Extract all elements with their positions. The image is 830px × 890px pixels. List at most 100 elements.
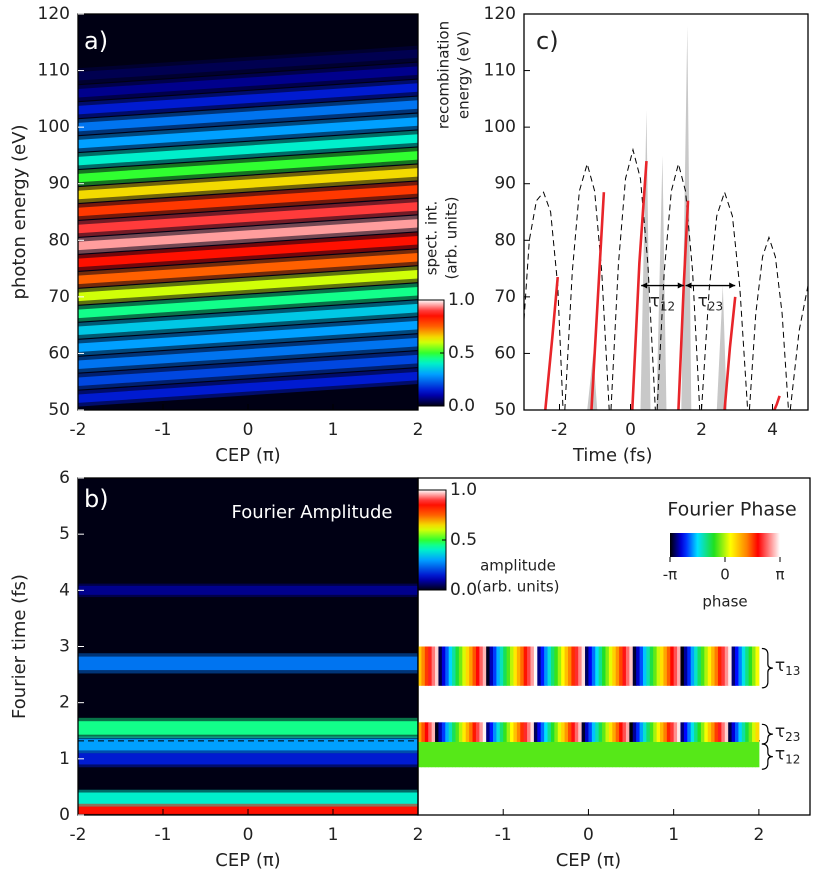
- phase-cell: [424, 646, 429, 686]
- x-tick-label: -1: [155, 825, 172, 845]
- phase-cell: [537, 741, 542, 768]
- phase-cell: [680, 722, 685, 742]
- phase-cell: [455, 646, 460, 686]
- colorbar-tick-label: 1.0: [448, 290, 475, 310]
- stripe: [78, 168, 418, 200]
- phase-cell: [475, 741, 480, 768]
- phase-cell: [523, 646, 528, 686]
- phase-cell: [533, 722, 538, 742]
- phase-cell: [700, 722, 705, 742]
- phase-cell: [506, 741, 511, 768]
- amplitude-band: [78, 585, 418, 595]
- y-axis-label: Fourier time (fs): [9, 574, 30, 719]
- brace: [761, 723, 773, 745]
- phase-cell: [741, 646, 746, 686]
- phase-cell: [755, 741, 760, 768]
- phase-cell: [465, 741, 470, 768]
- interval-sub: 12: [660, 299, 675, 313]
- band-sub: 13: [785, 664, 800, 678]
- phase-cell: [595, 722, 600, 742]
- phase-cell: [472, 646, 477, 686]
- panel-title: Fourier Amplitude: [232, 502, 393, 523]
- phase-cell: [687, 722, 692, 742]
- phase-cell: [683, 722, 688, 742]
- phase-cell: [646, 741, 651, 768]
- phase-cell: [690, 722, 695, 742]
- phase-cell: [608, 646, 613, 686]
- phase-cell: [554, 646, 559, 686]
- phase-cell: [438, 741, 443, 768]
- phase-cell: [561, 646, 566, 686]
- band-label: τ12: [775, 745, 801, 767]
- stripe: [78, 371, 418, 403]
- phase-cell: [595, 741, 600, 768]
- phase-cell: [486, 741, 491, 768]
- y-tick-label: 110: [484, 61, 516, 81]
- phase-cell: [642, 722, 647, 742]
- phase-cell: [656, 646, 661, 686]
- panel-label: b): [84, 485, 109, 513]
- band-sub: 23: [785, 730, 800, 744]
- phase-cell: [571, 722, 576, 742]
- phase-cell: [660, 646, 664, 686]
- phase-cell: [625, 646, 630, 686]
- stripe: [78, 66, 418, 98]
- phase-cell: [554, 741, 559, 768]
- phase-cell: [428, 722, 433, 742]
- phase-cell: [752, 741, 756, 768]
- y-tick-label: 50: [494, 400, 516, 420]
- phase-cell: [653, 722, 658, 742]
- phase-cell: [458, 741, 463, 768]
- phase-cell: [619, 741, 624, 768]
- amplitude-band: [78, 802, 418, 814]
- phase-cell: [581, 741, 586, 768]
- stripe: [78, 320, 418, 353]
- phase-cell: [666, 722, 671, 742]
- colorbar-tick-label: 0: [720, 566, 730, 584]
- interval-label: τ12: [650, 292, 676, 314]
- phase-cell: [510, 722, 514, 742]
- phase-cell: [424, 741, 429, 768]
- phase-cell: [653, 646, 658, 686]
- phase-cell: [602, 741, 606, 768]
- phase-cell: [503, 646, 508, 686]
- phase-cell: [724, 646, 729, 686]
- phase-cell: [625, 741, 630, 768]
- phase-cell: [755, 646, 760, 686]
- phase-cell: [728, 646, 733, 686]
- phase-cell: [717, 722, 722, 742]
- phase-cell: [462, 722, 467, 742]
- phase-cell: [472, 722, 477, 742]
- phase-cell: [435, 646, 439, 686]
- phase-cell: [482, 741, 487, 768]
- phase-cell: [639, 741, 644, 768]
- x-tick-label: 0: [583, 825, 594, 845]
- phase-cell: [735, 722, 739, 742]
- phase-cell: [510, 646, 514, 686]
- band-label: τ23: [775, 722, 801, 744]
- phase-cell: [745, 741, 750, 768]
- phase-cell: [469, 646, 474, 686]
- phase-cell: [663, 722, 668, 742]
- phase-cell: [615, 741, 620, 768]
- phase-cell: [752, 646, 756, 686]
- phase-cell: [656, 722, 661, 742]
- phase-cell: [660, 741, 664, 768]
- phase-cell: [697, 646, 702, 686]
- colorbar-label: (arb. units): [477, 578, 560, 596]
- phase-cell: [455, 722, 460, 742]
- phase-cell: [639, 722, 644, 742]
- phase-cell: [602, 646, 606, 686]
- phase-cell: [581, 646, 586, 686]
- phase-cell: [458, 722, 463, 742]
- phase-cell: [472, 741, 477, 768]
- phase-cell: [632, 722, 637, 742]
- phase-cell: [510, 741, 514, 768]
- x-tick-label: 0: [243, 420, 254, 440]
- phase-cell: [482, 646, 487, 686]
- phase-cell: [503, 722, 508, 742]
- phase-cell: [636, 646, 641, 686]
- phase-cell: [717, 646, 722, 686]
- phase-cell: [418, 722, 422, 742]
- heatmap: [78, 478, 418, 815]
